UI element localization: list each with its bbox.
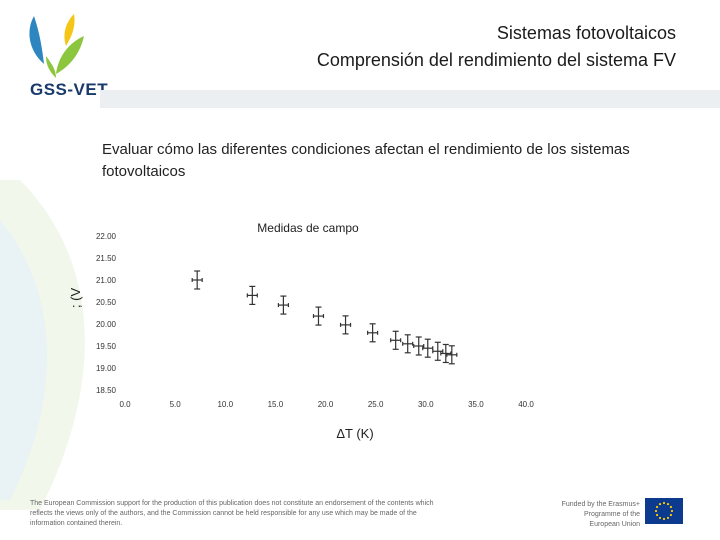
x-axis-label: ΔT (K) bbox=[336, 426, 373, 441]
background-swoosh bbox=[0, 180, 85, 510]
x-tick-label: 15.0 bbox=[268, 400, 284, 409]
x-tick-label: 5.0 bbox=[170, 400, 182, 409]
data-point bbox=[367, 323, 379, 343]
eu-flag-icon bbox=[645, 498, 683, 524]
title-line-2: Comprensión del rendimiento del sistema … bbox=[316, 50, 676, 70]
scatter-chart: Medidas de campo ; (V ΔT (K) 18.5019.001… bbox=[68, 221, 534, 441]
logo-leaf-green-2 bbox=[46, 56, 56, 78]
y-tick-label: 21.00 bbox=[96, 276, 117, 285]
x-tick-label: 35.0 bbox=[468, 400, 484, 409]
data-point bbox=[422, 338, 434, 358]
y-tick-label: 19.50 bbox=[96, 342, 117, 351]
funding-text: Funded by the Erasmus+ Programme of the … bbox=[561, 501, 640, 528]
eu-disclaimer: The European Commission support for the … bbox=[30, 500, 434, 527]
data-points bbox=[191, 270, 458, 365]
y-tick-label: 22.00 bbox=[96, 232, 117, 241]
title-line-1: Sistemas fotovoltaicos bbox=[496, 23, 676, 43]
data-point bbox=[390, 330, 402, 350]
data-point bbox=[402, 334, 414, 354]
data-point bbox=[312, 306, 325, 326]
y-tick-label: 19.00 bbox=[96, 364, 117, 373]
data-point bbox=[432, 341, 444, 361]
data-point bbox=[277, 295, 289, 315]
y-tick-label: 18.50 bbox=[96, 386, 117, 395]
data-point bbox=[446, 345, 458, 365]
x-tick-labels: 0.0 5.0 10.0 15.0 20.0 25.0 30.0 35.0 40.0 bbox=[119, 400, 534, 409]
data-point bbox=[413, 336, 425, 356]
gss-vet-logo bbox=[29, 14, 84, 78]
x-tick-label: 25.0 bbox=[368, 400, 384, 409]
x-tick-label: 10.0 bbox=[217, 400, 233, 409]
y-tick-label: 21.50 bbox=[96, 254, 117, 263]
header-divider bbox=[100, 90, 720, 108]
x-tick-label: 0.0 bbox=[119, 400, 131, 409]
data-point bbox=[440, 343, 452, 364]
y-tick-label: 20.50 bbox=[96, 298, 117, 307]
chart-title: Medidas de campo bbox=[257, 221, 359, 235]
page-title: Sistemas fotovoltaicos Comprensión del r… bbox=[317, 20, 676, 74]
y-tick-labels: 18.50 19.00 19.50 20.00 20.50 21.00 21.50 22.00 bbox=[96, 232, 117, 395]
logo-leaf-green bbox=[56, 36, 84, 74]
y-tick-label: 20.00 bbox=[96, 320, 117, 329]
logo-text: GSS-VET bbox=[30, 80, 109, 99]
y-axis-label: ; (V bbox=[68, 288, 83, 309]
data-point bbox=[339, 315, 352, 335]
data-point bbox=[246, 285, 258, 306]
slide-subtitle: Evaluar cómo las diferentes condiciones … bbox=[102, 141, 630, 180]
x-tick-label: 40.0 bbox=[518, 400, 534, 409]
header: GSS-VET Sistemas fotovoltaicos Comprensi… bbox=[0, 0, 720, 110]
x-tick-label: 30.0 bbox=[418, 400, 434, 409]
logo-leaf-yellow bbox=[64, 14, 75, 46]
logo-leaf-blue bbox=[29, 16, 44, 64]
data-point bbox=[191, 270, 203, 290]
x-tick-label: 20.0 bbox=[318, 400, 334, 409]
